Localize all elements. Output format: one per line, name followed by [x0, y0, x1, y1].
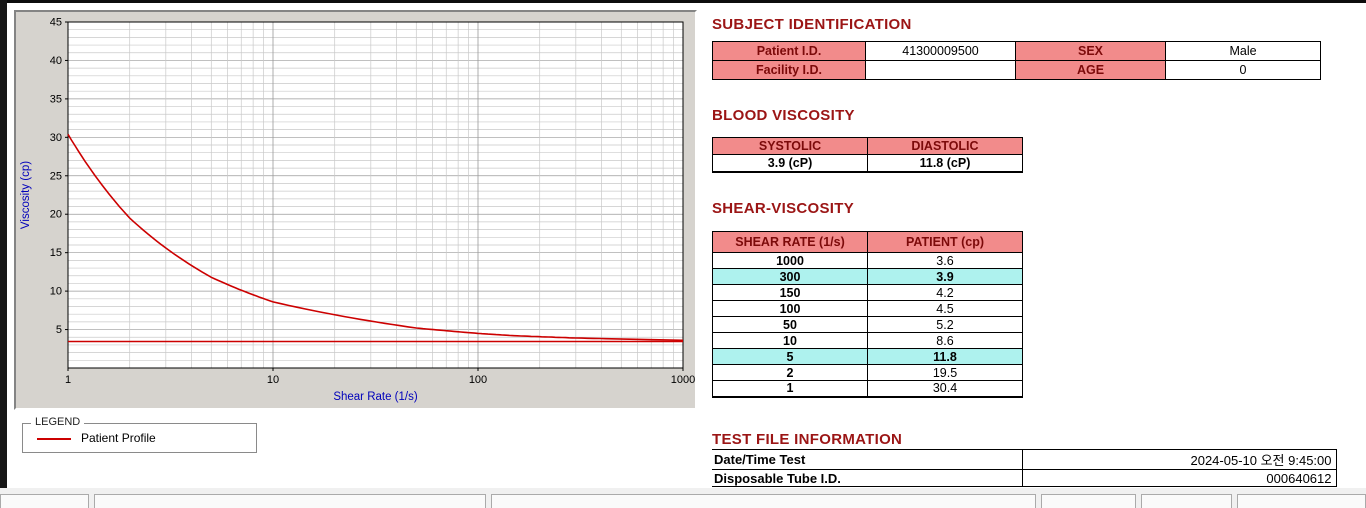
shear-rate-header: SHEAR RATE (1/s): [712, 231, 868, 253]
subject-identification-table: Patient I.D. 41300009500 SEX Male Facili…: [712, 41, 1321, 80]
shear-row: 300 3.9: [712, 268, 1023, 285]
shear-rate-cell: 150: [712, 284, 868, 301]
age-value: 0: [1165, 60, 1321, 80]
svg-text:40: 40: [50, 55, 62, 67]
svg-text:35: 35: [50, 93, 62, 105]
table-row: SYSTOLIC DIASTOLIC: [712, 137, 1023, 155]
table-row: 3.9 (cP) 11.8 (cP): [712, 154, 1023, 172]
taskbar-button[interactable]: [0, 494, 89, 508]
taskbar-button[interactable]: [1041, 494, 1136, 508]
shear-row: 5 11.8: [712, 348, 1023, 365]
svg-text:10: 10: [50, 286, 62, 298]
shear-viscosity-heading: SHEAR-VISCOSITY: [712, 200, 855, 217]
svg-text:45: 45: [50, 17, 62, 29]
test-file-information-heading: TEST FILE INFORMATION: [712, 431, 903, 448]
window-left-border: [0, 0, 7, 488]
table-row: Disposable Tube I.D. 000640612: [712, 469, 1337, 487]
patient-cp-header: PATIENT (cp): [867, 231, 1023, 253]
sex-value: Male: [1165, 41, 1321, 61]
svg-text:1000: 1000: [671, 374, 695, 386]
legend-title: LEGEND: [31, 416, 85, 428]
shear-row: 100 4.5: [712, 300, 1023, 317]
shear-rate-cell: 1000: [712, 252, 868, 269]
shear-rate-cell: 100: [712, 300, 868, 317]
patient-id-label: Patient I.D.: [712, 41, 866, 61]
taskbar-button[interactable]: [1141, 494, 1232, 508]
shear-row: 10 8.6: [712, 332, 1023, 349]
svg-text:Shear Rate (1/s): Shear Rate (1/s): [333, 391, 418, 403]
svg-text:30: 30: [50, 132, 62, 144]
patient-cp-cell: 3.9: [867, 268, 1023, 285]
patient-cp-cell: 8.6: [867, 332, 1023, 349]
test-file-table: Date/Time Test 2024-05-10 오전 9:45:00 Dis…: [712, 449, 1337, 487]
shear-rate-cell: 5: [712, 348, 868, 365]
legend-line-swatch: [37, 438, 71, 440]
facility-id-label: Facility I.D.: [712, 60, 866, 80]
shear-row: 50 5.2: [712, 316, 1023, 333]
patient-cp-cell: 4.2: [867, 284, 1023, 301]
viscosity-chart-panel: 5 10 15 20 25 30 35 40 45 1 10 100 1000 Shear Rate (1…: [14, 10, 697, 410]
svg-text:25: 25: [50, 170, 62, 182]
table-row: Patient I.D. 41300009500 SEX Male: [712, 41, 1321, 61]
shear-rate-cell: 300: [712, 268, 868, 285]
systolic-value: 3.9 (cP): [712, 154, 868, 172]
shear-row: 150 4.2: [712, 284, 1023, 301]
table-row: Facility I.D. AGE 0: [712, 60, 1321, 80]
taskbar-button[interactable]: [1237, 494, 1366, 508]
subject-identification-heading: SUBJECT IDENTIFICATION: [712, 16, 912, 33]
taskbar-button[interactable]: [491, 494, 1036, 508]
shear-row: 1000 3.6: [712, 252, 1023, 269]
bottom-taskbar: [0, 488, 1366, 508]
viscosity-chart: 5 10 15 20 25 30 35 40 45 1 10 100 1000 Shear Rate (1…: [20, 17, 695, 404]
svg-text:100: 100: [469, 374, 487, 386]
svg-text:20: 20: [50, 209, 62, 221]
shear-viscosity-table: SHEAR RATE (1/s) PATIENT (cp) 1000 3.6 300…: [712, 231, 1023, 398]
diastolic-value: 11.8 (cP): [867, 154, 1023, 172]
blood-viscosity-table: SYSTOLIC DIASTOLIC 3.9 (cP) 11.8 (cP): [712, 137, 1023, 173]
patient-cp-cell: 4.5: [867, 300, 1023, 317]
taskbar-button[interactable]: [94, 494, 486, 508]
legend-entry-label: Patient Profile: [81, 431, 156, 445]
systolic-header: SYSTOLIC: [712, 137, 868, 155]
shear-rate-cell: 50: [712, 316, 868, 333]
shear-rate-cell: 10: [712, 332, 868, 349]
facility-id-value: [865, 60, 1016, 80]
disposable-tube-id-label: Disposable Tube I.D.: [712, 469, 1022, 487]
legend-box: LEGEND Patient Profile: [22, 416, 257, 453]
patient-cp-cell: 19.5: [867, 364, 1023, 381]
shear-row: 2 19.5: [712, 364, 1023, 381]
blood-viscosity-heading: BLOOD VISCOSITY: [712, 107, 855, 124]
window-top-border: [7, 0, 1366, 3]
shear-rate-cell: 2: [712, 364, 868, 381]
shear-row: 1 30.4: [712, 380, 1023, 397]
svg-text:5: 5: [56, 324, 62, 336]
sex-label: SEX: [1015, 41, 1166, 61]
table-header-row: SHEAR RATE (1/s) PATIENT (cp): [712, 231, 1023, 253]
patient-cp-cell: 5.2: [867, 316, 1023, 333]
table-row: Date/Time Test 2024-05-10 오전 9:45:00: [712, 449, 1337, 470]
date-time-test-value: 2024-05-10 오전 9:45:00: [1021, 449, 1337, 470]
disposable-tube-id-value: 000640612: [1021, 469, 1337, 487]
diastolic-header: DIASTOLIC: [867, 137, 1023, 155]
age-label: AGE: [1015, 60, 1166, 80]
patient-cp-cell: 11.8: [867, 348, 1023, 365]
svg-text:15: 15: [50, 247, 62, 259]
svg-text:10: 10: [267, 374, 279, 386]
date-time-test-label: Date/Time Test: [712, 449, 1022, 470]
patient-id-value: 41300009500: [865, 41, 1016, 61]
patient-cp-cell: 30.4: [867, 380, 1023, 397]
patient-cp-cell: 3.6: [867, 252, 1023, 269]
svg-text:1: 1: [65, 374, 71, 386]
shear-rate-cell: 1: [712, 380, 868, 397]
svg-text:Viscosity (cp): Viscosity (cp): [20, 161, 32, 229]
